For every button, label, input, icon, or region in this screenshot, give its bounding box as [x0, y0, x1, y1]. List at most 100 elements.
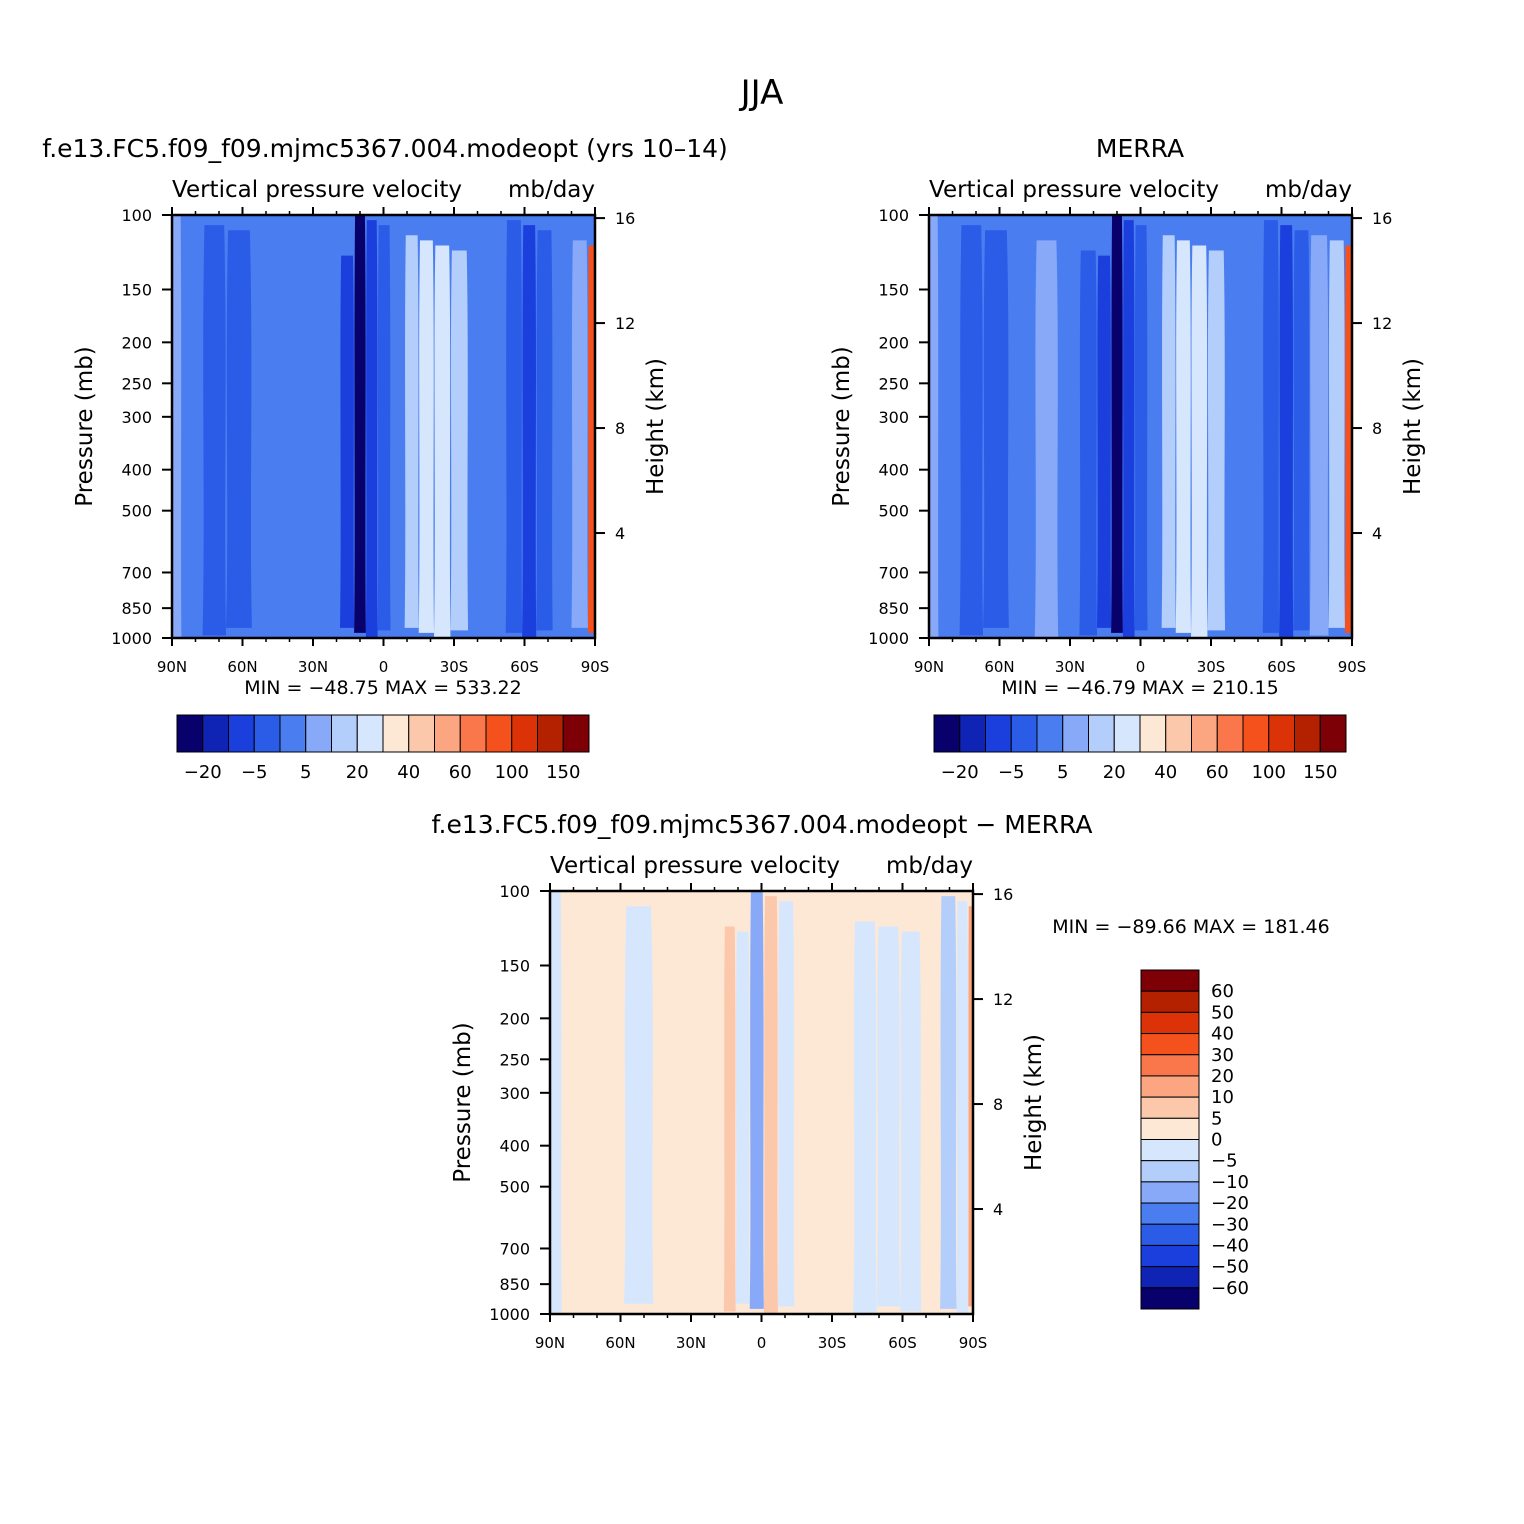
colorbar-label: 20 — [346, 762, 369, 783]
contour-band — [1293, 230, 1310, 631]
x-tick-label: 60S — [510, 658, 539, 676]
contour-band — [832, 916, 854, 1309]
colorbar-box — [537, 714, 564, 753]
colorbar-box — [511, 714, 538, 753]
colorbar-box — [331, 714, 358, 753]
colorbar-label: −20 — [941, 762, 979, 783]
contour-band — [434, 245, 451, 638]
colorbar-box — [1140, 1139, 1200, 1162]
contour-band — [1134, 225, 1148, 631]
y2-axis-label: Height (km) — [1400, 358, 1426, 495]
contour-band — [723, 926, 736, 1312]
colorbar-box — [305, 714, 332, 753]
x-tick-label: 30N — [1055, 658, 1085, 676]
contour-band — [1328, 240, 1345, 628]
colorbar-box — [1319, 714, 1347, 753]
y-axis-label: Pressure (mb) — [72, 346, 98, 506]
colorbar-box — [1140, 1075, 1200, 1098]
colorbar-label: 5 — [1057, 762, 1068, 783]
y-tick-label: 250 — [499, 1050, 530, 1069]
colorbar-label: 20 — [1211, 1066, 1234, 1087]
contour-band — [1344, 245, 1352, 633]
contour-band — [1309, 235, 1329, 636]
contour-band — [365, 220, 378, 638]
y-tick-label: 1000 — [111, 629, 152, 648]
y-tick-label: 400 — [121, 461, 152, 480]
x-tick-label: 30S — [1197, 658, 1226, 676]
contour-band — [536, 230, 553, 631]
colorbar-label: 40 — [1211, 1024, 1234, 1045]
colorbar-label: 20 — [1103, 762, 1126, 783]
contour-band — [251, 235, 278, 633]
colorbar-box — [1140, 1117, 1200, 1140]
y2-tick-label: 8 — [615, 419, 625, 438]
colorbar-box — [356, 714, 384, 753]
colorbar-box — [1140, 1054, 1200, 1077]
contour-band — [1079, 250, 1098, 636]
contour-band — [794, 906, 814, 1312]
contour-band — [707, 921, 724, 1307]
colorbar-box — [408, 714, 435, 753]
y2-axis-label: Height (km) — [1021, 1034, 1047, 1171]
colorbar-label: −5 — [241, 762, 268, 783]
contour-band — [1175, 240, 1192, 633]
y-tick-label: 1000 — [868, 629, 909, 648]
y-tick-label: 700 — [121, 563, 152, 582]
panel-subtitle-left: Vertical pressure velocity — [172, 177, 462, 203]
colorbar-box — [382, 714, 410, 753]
contour-band — [938, 220, 960, 631]
contour-band — [301, 245, 323, 631]
contour-band — [813, 911, 832, 1304]
contour-band — [505, 220, 523, 633]
contour-band — [404, 235, 419, 628]
min-max-label: MIN = −46.79 MAX = 210.15 — [1001, 677, 1278, 699]
y-tick-label: 500 — [499, 1178, 530, 1197]
x-tick-label: 30S — [818, 1334, 847, 1352]
x-tick-label: 60S — [888, 1334, 917, 1352]
colorbar-label: 5 — [300, 762, 311, 783]
contour-band — [552, 235, 572, 636]
colorbar-label: 40 — [1154, 762, 1177, 783]
colorbar-label: −60 — [1211, 1278, 1249, 1299]
colorbar-box — [1036, 714, 1064, 753]
colorbar-box — [1216, 714, 1244, 753]
colorbar-box — [1165, 714, 1192, 753]
panel-difference: f.e13.FC5.f09_f09.mjmc5367.004.modeopt −… — [432, 810, 1330, 1352]
colorbar-label: −5 — [1211, 1151, 1238, 1172]
colorbar-box — [1010, 714, 1038, 753]
colorbar-box — [1062, 714, 1089, 753]
contour-band — [681, 916, 708, 1314]
contour-band — [929, 215, 939, 638]
contour-band — [587, 245, 595, 633]
colorbar-box — [434, 714, 461, 753]
colorbar-box — [1140, 1181, 1200, 1204]
y-tick-label: 100 — [878, 206, 909, 225]
panel-subtitle-right: mb/day — [508, 177, 595, 203]
colorbar-box — [959, 714, 986, 753]
contour-band — [1008, 235, 1035, 633]
contour-band — [1097, 255, 1112, 628]
x-tick-label: 60N — [984, 658, 1014, 676]
contour-field — [172, 215, 595, 638]
contour-band — [959, 225, 984, 636]
y-tick-label: 850 — [121, 599, 152, 618]
y2-tick-label: 4 — [1372, 524, 1382, 543]
colorbar-box — [1140, 1266, 1200, 1289]
panel-merra: MERRA Vertical pressure velocity mb/day 90N… — [829, 134, 1426, 783]
colorbar-box — [1140, 990, 1200, 1013]
y-tick-label: 150 — [121, 280, 152, 299]
panel-subtitle-right: mb/day — [886, 853, 973, 879]
contour-band — [354, 215, 366, 633]
contour-field — [929, 215, 1352, 638]
contour-band — [202, 225, 227, 636]
colorbar-box — [1088, 714, 1115, 753]
contour-band — [1122, 220, 1135, 638]
colorbar-label: −5 — [998, 762, 1025, 783]
x-tick-label: 60N — [605, 1334, 635, 1352]
colorbar-box — [1191, 714, 1218, 753]
x-tick-label: 60S — [1267, 658, 1296, 676]
colorbar-label: −10 — [1211, 1172, 1249, 1193]
colorbar-label: 10 — [1211, 1087, 1234, 1108]
contour-band — [181, 220, 203, 631]
x-tick-label: 90N — [914, 658, 944, 676]
